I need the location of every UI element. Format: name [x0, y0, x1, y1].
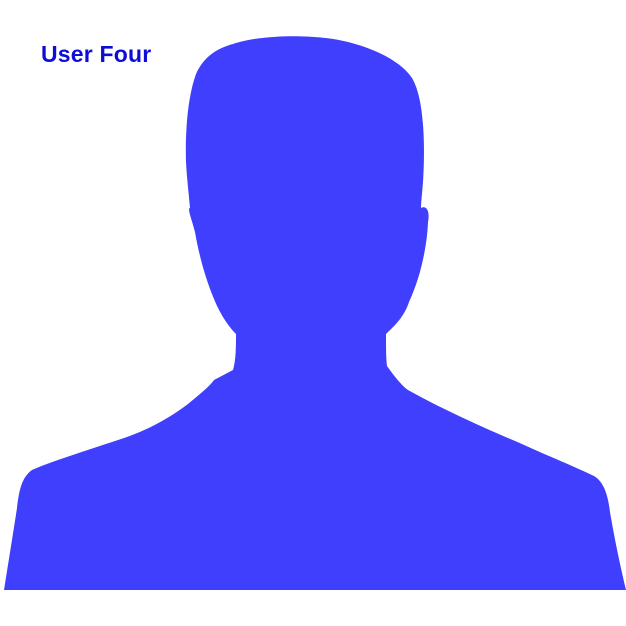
avatar-silhouette-shape [4, 36, 626, 590]
user-name-label: User Four [41, 41, 152, 67]
